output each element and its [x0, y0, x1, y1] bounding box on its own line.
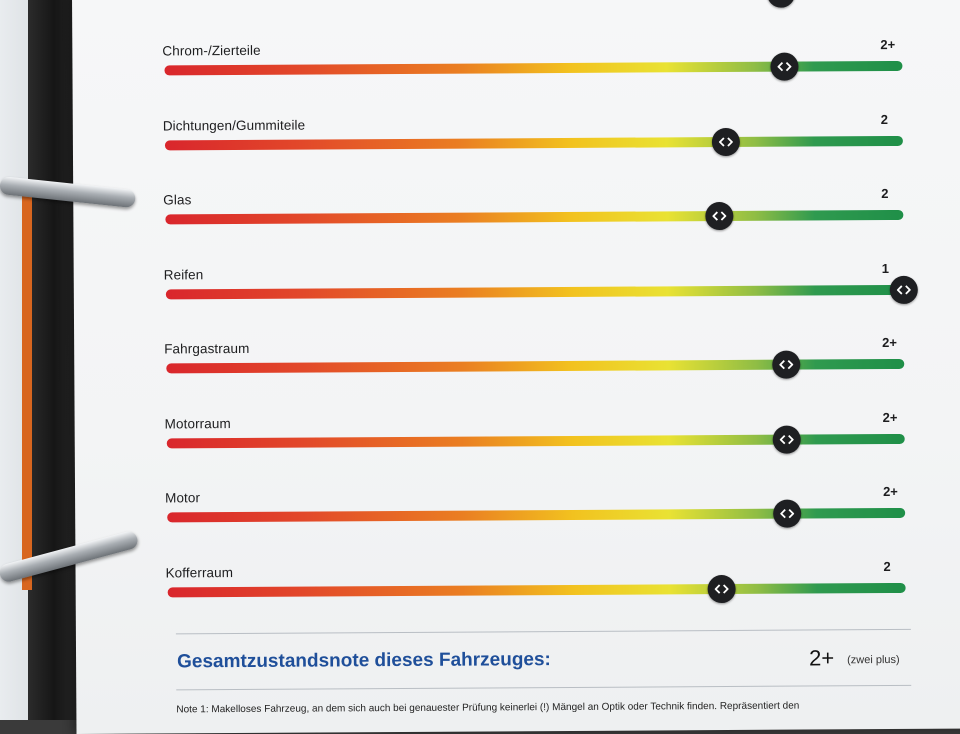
rating-label: Motor: [165, 490, 201, 506]
rating-label: Motorraum: [164, 415, 231, 431]
rating-label: Reifen: [163, 266, 204, 282]
chevron-left-right-icon: [718, 136, 733, 147]
slider-knob[interactable]: [704, 201, 733, 231]
rating-label: Kofferraum: [165, 564, 234, 580]
rating-row: Kofferraum 2: [75, 559, 960, 603]
overall-grade-words: (zwei plus): [847, 653, 900, 667]
chevron-left-right-icon: [779, 359, 794, 370]
rating-grade: 2+: [880, 36, 896, 53]
rating-grade: 2: [883, 558, 891, 574]
rating-row: Glas 2: [73, 186, 960, 231]
slider-knob[interactable]: [772, 350, 801, 379]
divider-bottom: [176, 684, 912, 691]
rating-row: Motorraum 2+: [75, 409, 960, 454]
chevron-left-right-icon: [711, 211, 726, 221]
rating-row: Motor 2+: [75, 484, 960, 528]
chevron-left-right-icon: [780, 508, 795, 519]
rating-row: Chrom-/Zierteile 2+: [72, 37, 960, 81]
document-page: Chrom-/Zierteile 2+ Dichtungen/Gummiteile 2…: [72, 0, 960, 734]
slider-knob[interactable]: [773, 499, 802, 528]
divider-top: [175, 628, 911, 635]
rating-grade: 2+: [882, 334, 898, 351]
rating-grade: 2+: [882, 409, 898, 425]
chevron-left-right-icon: [896, 284, 911, 295]
rating-row: Dichtungen/Gummiteile 2: [73, 112, 960, 156]
rating-row: Reifen 1: [74, 261, 960, 304]
rating-track: [164, 135, 903, 150]
binder-spine: [28, 0, 80, 720]
rating-track: [167, 582, 906, 597]
binder-orange-edge: [22, 190, 32, 590]
chevron-left-right-icon: [777, 61, 792, 72]
slider-knob-partial: [766, 0, 796, 8]
rating-grade: 1: [881, 260, 889, 276]
slider-knob[interactable]: [707, 574, 736, 603]
overall-grade-title: Gesamtzustandsnote dieses Fahrzeuges:: [177, 649, 551, 673]
rating-track: [165, 209, 904, 225]
rating-row: Fahrgastraum 2+: [74, 335, 960, 379]
slider-knob[interactable]: [772, 425, 801, 454]
rating-grade: 2: [880, 111, 889, 127]
chevron-left-right-icon: [714, 583, 729, 594]
rating-label: Dichtungen/Gummiteile: [162, 117, 306, 133]
rating-label: Fahrgastraum: [164, 340, 250, 357]
slider-knob[interactable]: [711, 127, 740, 156]
rating-label: Chrom-/Zierteile: [162, 42, 261, 59]
rating-track: [165, 284, 904, 299]
overall-grade-value: 2+: [808, 645, 835, 671]
slider-knob[interactable]: [770, 52, 799, 81]
chevron-left-right-icon: [779, 434, 794, 444]
rating-grade: 2+: [883, 483, 898, 500]
rating-label: Glas: [163, 192, 192, 208]
footnote-text: Note 1: Makelloses Fahrzeug, an dem sich…: [176, 700, 800, 716]
slider-knob[interactable]: [889, 275, 918, 304]
rating-grade: 2: [881, 186, 889, 202]
